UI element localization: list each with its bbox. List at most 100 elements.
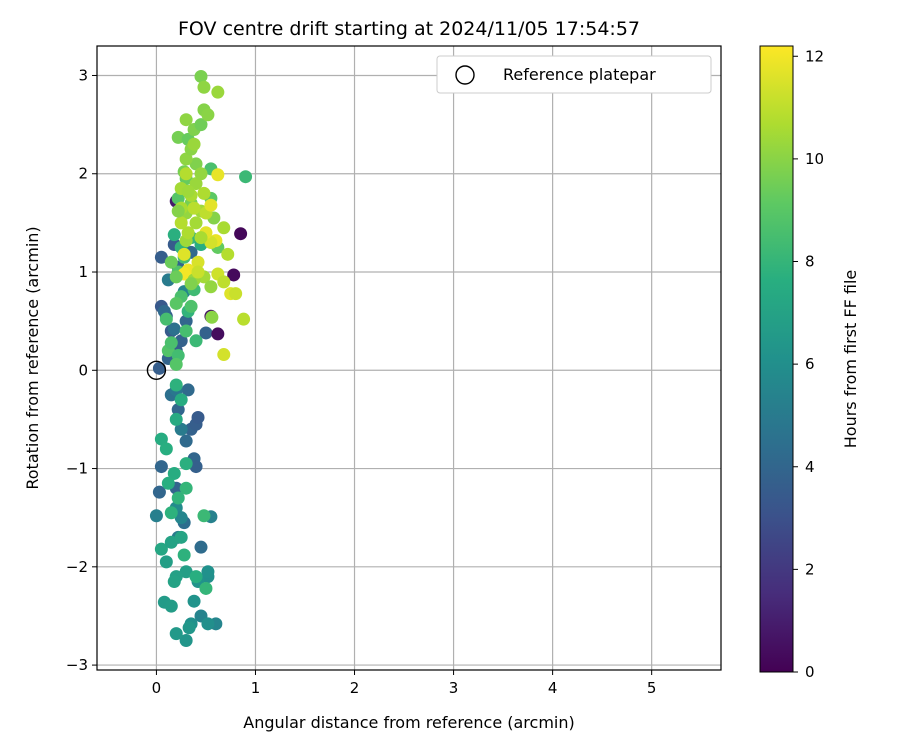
colorbar-ticks: 0 2 4 6 8 10 12 <box>793 47 824 681</box>
colorbar-tick-label: 10 <box>805 150 824 168</box>
data-point <box>217 348 231 362</box>
data-point <box>174 530 188 544</box>
data-point <box>174 422 188 436</box>
data-point <box>154 250 168 264</box>
data-point <box>181 383 195 397</box>
y-axis-label: Rotation from reference (arcmin) <box>23 226 42 489</box>
colorbar-tick-label: 4 <box>805 458 815 476</box>
data-point <box>191 255 205 269</box>
y-tick-label: 0 <box>78 361 88 379</box>
data-point <box>164 599 178 613</box>
data-point <box>174 393 188 407</box>
data-point <box>217 275 231 289</box>
data-points <box>146 69 253 648</box>
data-point <box>179 457 193 471</box>
data-point <box>174 216 188 230</box>
legend-label: Reference platepar <box>503 65 656 84</box>
data-point <box>169 378 183 392</box>
colorbar-gradient <box>759 45 794 673</box>
data-point <box>221 247 235 261</box>
data-point <box>179 481 193 495</box>
data-point <box>187 594 201 608</box>
data-point <box>164 535 178 549</box>
x-tick-label: 2 <box>350 679 360 697</box>
data-point <box>154 432 168 446</box>
data-point <box>169 296 183 310</box>
x-axis-label: Angular distance from reference (arcmin) <box>243 713 574 732</box>
x-tick-label: 0 <box>152 679 162 697</box>
data-point <box>191 410 205 424</box>
data-point <box>189 570 203 584</box>
data-point <box>205 310 219 324</box>
data-point <box>154 542 168 556</box>
data-point <box>179 434 193 448</box>
reference-platepar-marker <box>146 360 167 380</box>
x-tick-label: 4 <box>548 679 558 697</box>
data-point <box>179 113 193 127</box>
data-point <box>197 80 211 94</box>
data-point <box>211 327 225 341</box>
data-point <box>179 565 193 579</box>
data-point <box>211 85 225 99</box>
data-point <box>204 280 218 294</box>
data-point <box>169 357 183 371</box>
data-point <box>191 265 205 279</box>
data-point <box>184 299 198 313</box>
colorbar-tick-label: 6 <box>805 355 815 373</box>
plot-frame <box>96 45 722 671</box>
data-point <box>181 226 195 240</box>
data-point <box>169 270 183 284</box>
colorbar: 0 2 4 6 8 10 12 Hours from first FF file <box>759 45 860 681</box>
data-point <box>204 198 218 212</box>
data-point <box>184 277 198 291</box>
legend-box <box>436 55 712 94</box>
x-axis: 0 1 2 3 4 5 <box>152 670 656 697</box>
data-point <box>164 255 178 269</box>
data-point <box>159 312 173 326</box>
data-point <box>167 466 181 480</box>
data-point <box>171 403 185 417</box>
data-point <box>177 247 191 261</box>
data-point <box>201 108 215 122</box>
data-point <box>159 555 173 569</box>
data-point <box>194 118 208 132</box>
colorbar-tick-label: 2 <box>805 560 815 578</box>
data-point <box>171 191 185 205</box>
y-tick-label: −3 <box>66 656 88 674</box>
y-tick-label: 2 <box>78 165 88 183</box>
data-point <box>234 227 248 241</box>
legend-marker <box>455 65 475 85</box>
data-point <box>194 167 208 181</box>
data-point <box>167 228 181 242</box>
data-point <box>194 231 208 245</box>
data-point <box>179 634 193 648</box>
data-point <box>174 511 188 525</box>
data-point <box>201 565 215 579</box>
data-point <box>177 548 191 562</box>
data-point <box>217 221 231 235</box>
data-point <box>239 170 253 184</box>
data-point <box>179 152 193 166</box>
data-point <box>194 69 208 83</box>
data-point <box>227 268 241 282</box>
data-point <box>171 130 185 144</box>
data-point <box>197 509 211 523</box>
data-point <box>167 322 181 336</box>
y-tick-label: −1 <box>66 460 88 478</box>
data-point <box>167 575 181 589</box>
data-point <box>189 216 203 230</box>
data-point <box>154 460 168 474</box>
data-point <box>199 581 213 595</box>
y-tick-label: −2 <box>66 558 88 576</box>
data-point <box>171 491 185 505</box>
data-point <box>189 460 203 474</box>
y-tick-label: 3 <box>78 66 88 84</box>
data-point <box>204 236 218 250</box>
data-point <box>201 617 215 631</box>
colorbar-tick-label: 0 <box>805 663 815 681</box>
data-point <box>182 621 196 635</box>
data-point <box>199 326 213 340</box>
data-point <box>187 201 201 215</box>
data-point <box>164 506 178 520</box>
